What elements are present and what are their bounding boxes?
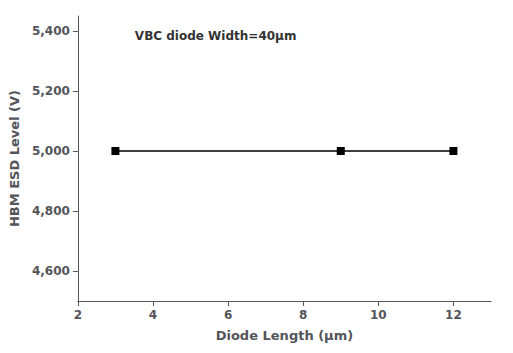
svg-text:Diode Length (μm): Diode Length (μm) (216, 328, 353, 343)
svg-text:10: 10 (370, 308, 387, 322)
svg-text:VBC diode Width=40μm: VBC diode Width=40μm (135, 29, 297, 43)
svg-text:4: 4 (149, 308, 157, 322)
svg-text:5,200: 5,200 (32, 84, 70, 98)
svg-text:4,800: 4,800 (32, 204, 70, 218)
svg-text:5,000: 5,000 (32, 144, 70, 158)
svg-text:12: 12 (445, 308, 462, 322)
svg-text:HBM ESD Level (V): HBM ESD Level (V) (7, 90, 22, 227)
svg-text:5,400: 5,400 (32, 24, 70, 38)
svg-text:8: 8 (299, 308, 307, 322)
svg-text:2: 2 (74, 308, 82, 322)
svg-text:4,600: 4,600 (32, 264, 70, 278)
svg-text:6: 6 (224, 308, 232, 322)
